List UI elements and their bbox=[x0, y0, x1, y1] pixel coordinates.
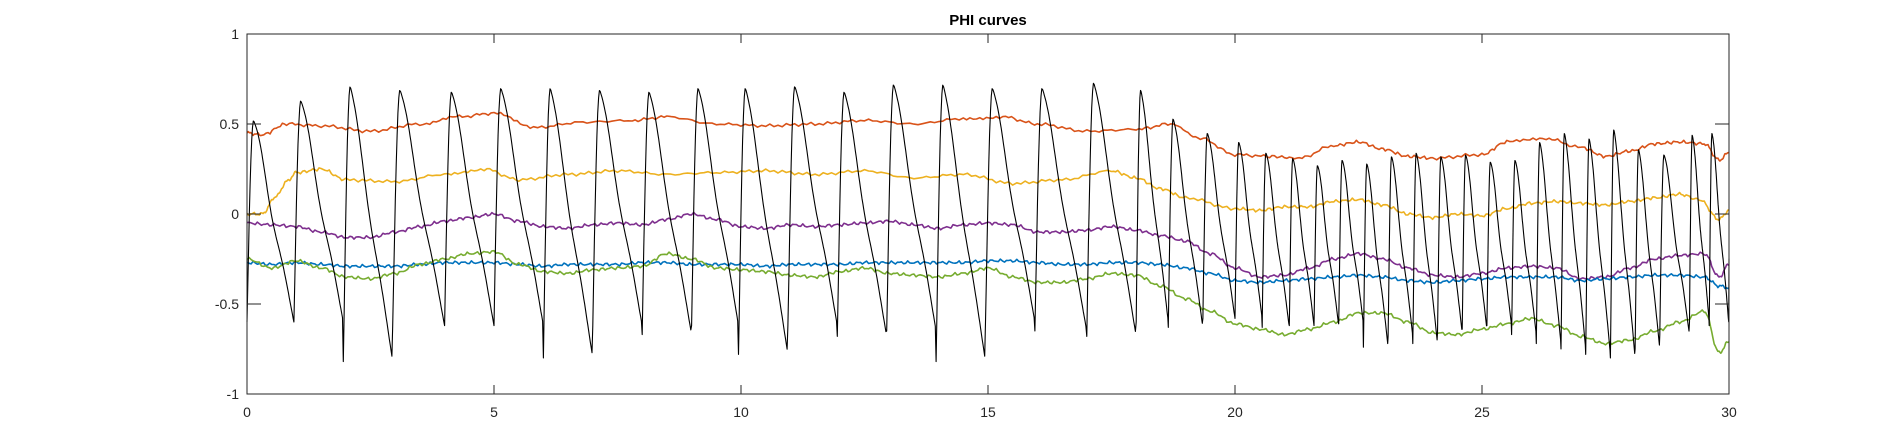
series-line-blue bbox=[246, 258, 1730, 290]
x-tick-label: 15 bbox=[980, 404, 996, 420]
series-line-green bbox=[246, 249, 1730, 354]
chart-title: PHI curves bbox=[949, 12, 1027, 29]
x-tick-label: 10 bbox=[733, 404, 749, 420]
series-line-black bbox=[246, 82, 1730, 363]
y-tick-label: -1 bbox=[227, 386, 240, 402]
y-tick-label: 0.5 bbox=[220, 116, 240, 132]
x-tick-label: 0 bbox=[243, 404, 251, 420]
x-tick-label: 5 bbox=[490, 404, 498, 420]
x-tick-label: 25 bbox=[1474, 404, 1490, 420]
series-line-purple bbox=[246, 211, 1730, 282]
x-tick-label: 30 bbox=[1721, 404, 1737, 420]
series-line-yellow bbox=[246, 167, 1730, 222]
series-layer bbox=[246, 82, 1730, 363]
y-tick-label: 0 bbox=[231, 206, 239, 222]
x-tick-label: 20 bbox=[1227, 404, 1243, 420]
series-line-orange bbox=[246, 111, 1730, 162]
y-tick-label: 1 bbox=[231, 26, 239, 42]
tick-layer: 0 5 10 15 20 25 30 -1 -0.5 0 0.5 1 bbox=[215, 26, 1737, 420]
y-tick-label: -0.5 bbox=[215, 296, 239, 312]
